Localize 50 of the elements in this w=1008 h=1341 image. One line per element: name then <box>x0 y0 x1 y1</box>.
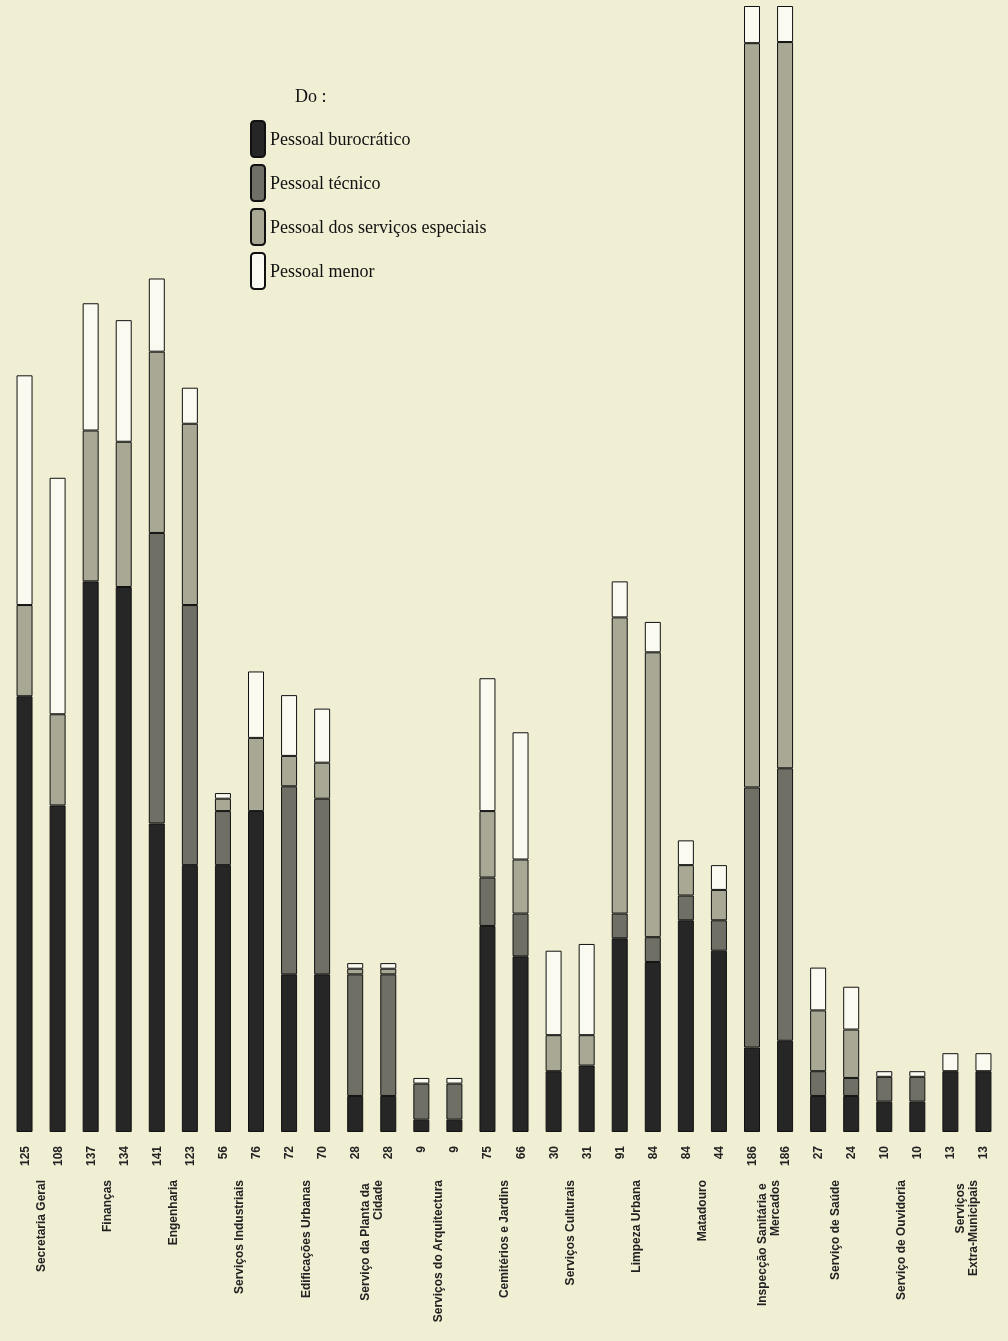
x-tick-label: 84 <box>678 1145 693 1160</box>
x-tick-label: 186 <box>745 1145 759 1167</box>
x-tick-label: 72 <box>282 1145 297 1160</box>
x-tick-label: 66 <box>513 1145 528 1160</box>
x-tick-label: 137 <box>83 1145 98 1167</box>
text: Inspecção Sanitária e Mercados <box>755 1179 783 1307</box>
x-tick-label: 44 <box>711 1145 726 1160</box>
x-tick-label: 56 <box>215 1145 230 1160</box>
x-tick-label: 24 <box>844 1145 859 1160</box>
text: Finanças <box>100 1179 115 1233</box>
text: Cemitérios e Jardins <box>497 1179 511 1299</box>
text: Serviços do Arquitectura <box>430 1179 445 1323</box>
x-tick-label: 70 <box>315 1145 330 1160</box>
text: Serviços Culturais <box>563 1179 578 1286</box>
x-tick-label: 31 <box>579 1145 594 1160</box>
x-tick-label: 123 <box>182 1145 197 1167</box>
text: Serviços Industriais <box>232 1179 247 1295</box>
x-tick-label: 10 <box>877 1145 892 1160</box>
text: Serviços Extra-Municipais <box>953 1179 981 1277</box>
text: Serviço da Planta da Cidade <box>358 1179 386 1301</box>
x-tick-label: 28 <box>381 1145 396 1160</box>
x-tick-label: 13 <box>943 1145 958 1160</box>
text: Limpeza Urbana <box>629 1179 644 1273</box>
x-tick-label: 9 <box>447 1145 462 1153</box>
x-tick-label: 134 <box>116 1145 131 1167</box>
legend-label: Pessoal técnico <box>270 173 381 193</box>
x-tick-label: 125 <box>17 1145 32 1167</box>
text: Serviço de Saúde <box>827 1179 842 1281</box>
text: Secretaria Geral <box>34 1180 49 1273</box>
x-tick-label: 91 <box>612 1145 627 1160</box>
x-tick-label: 84 <box>645 1145 660 1160</box>
x-tick-label: 9 <box>414 1145 429 1153</box>
x-tick-label: 141 <box>149 1145 164 1167</box>
x-tick-label: 108 <box>50 1145 65 1167</box>
text: Serviço de Ouvidoria <box>893 1179 908 1301</box>
legend-label: Pessoal menor <box>270 261 375 281</box>
legend-label: Pessoal burocrático <box>270 129 411 149</box>
x-tick-label: 186 <box>778 1145 793 1167</box>
text: Engenharia <box>166 1179 181 1246</box>
x-tick-label: 76 <box>249 1145 263 1160</box>
text: Matadouro <box>695 1180 710 1242</box>
x-tick-label: 30 <box>546 1145 561 1160</box>
x-tick-label: 75 <box>480 1145 495 1160</box>
x-tick-label: 28 <box>348 1145 363 1160</box>
x-tick-label: 27 <box>811 1145 826 1160</box>
legend-title: Do : <box>295 86 327 106</box>
x-tick-label: 10 <box>910 1145 925 1160</box>
text: Edificações Urbanas <box>298 1179 313 1299</box>
x-tick-label: 13 <box>976 1145 991 1160</box>
legend-label: Pessoal dos serviços especiais <box>270 217 487 237</box>
